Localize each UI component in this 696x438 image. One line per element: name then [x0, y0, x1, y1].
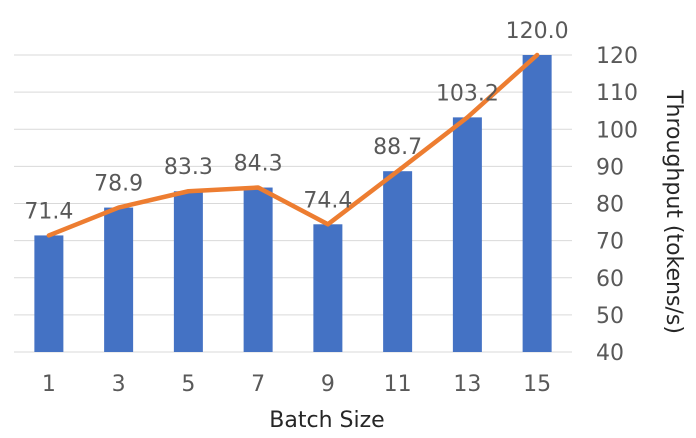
y-tick-label: 110: [596, 81, 638, 106]
y-tick-label: 60: [596, 267, 624, 292]
bar: [313, 224, 343, 352]
x-axis-title: Batch Size: [269, 408, 384, 433]
y-tick-label: 100: [596, 118, 638, 143]
data-label: 74.4: [303, 188, 352, 213]
y-tick-label: 120: [596, 44, 638, 69]
line-series-group: [46, 52, 540, 238]
bar: [173, 191, 203, 352]
data-label: 84.3: [234, 152, 283, 177]
x-tick-label: 3: [112, 372, 126, 397]
line-series: [46, 52, 540, 238]
bar: [104, 207, 134, 352]
bar: [34, 235, 64, 352]
data-labels: 71.4 78.9 83.3 84.3 74.4 88.7 103.2 120.0: [24, 19, 568, 224]
data-label: 83.3: [164, 155, 213, 180]
x-tick-label: 11: [384, 372, 412, 397]
x-tick-labels: 1 3 5 7 9 11 13 15: [42, 372, 551, 397]
bar: [243, 187, 273, 352]
x-tick-label: 15: [523, 372, 551, 397]
x-tick-label: 5: [181, 372, 195, 397]
bar-series: [34, 55, 552, 353]
bar: [522, 55, 552, 352]
y-tick-label: 90: [596, 155, 624, 180]
y-axis-title: Throughput (tokens/s): [661, 89, 686, 334]
data-label: 88.7: [373, 135, 422, 160]
x-tick-label: 1: [42, 372, 56, 397]
x-tick-label: 13: [453, 372, 481, 397]
y-tick-label: 40: [596, 341, 624, 366]
y-tick-label: 50: [596, 304, 624, 329]
data-label: 103.2: [436, 81, 499, 106]
bar: [383, 171, 413, 352]
y-tick-label: 80: [596, 193, 624, 218]
y-tick-labels: 40 50 60 70 80 90 100 110 120: [596, 44, 638, 366]
x-tick-label: 9: [321, 372, 335, 397]
data-label: 71.4: [24, 199, 73, 224]
bar: [452, 117, 482, 353]
y-tick-label: 70: [596, 230, 624, 255]
x-tick-label: 7: [251, 372, 265, 397]
data-label: 120.0: [506, 19, 569, 44]
data-label: 78.9: [94, 172, 143, 197]
